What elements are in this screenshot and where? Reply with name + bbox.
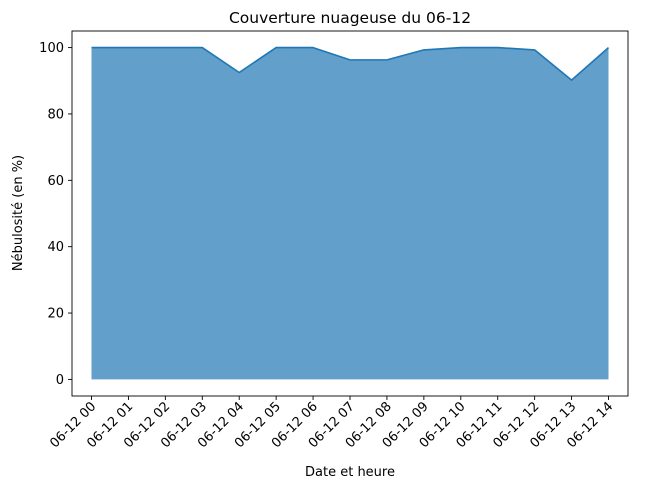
x-axis-label: Date et heure xyxy=(305,465,395,480)
chart-title: Couverture nuageuse du 06-12 xyxy=(229,9,471,27)
area-fill xyxy=(91,47,609,380)
y-axis: 0 20 40 60 80 100 xyxy=(39,41,72,388)
y-tick-label: 40 xyxy=(47,240,64,255)
y-tick-label: 80 xyxy=(47,107,64,122)
plot-area xyxy=(91,46,610,380)
y-tick-label: 60 xyxy=(47,174,64,189)
y-tick-label: 20 xyxy=(47,307,64,322)
series-line xyxy=(91,46,610,81)
y-axis-label: Nébulosité (en %) xyxy=(11,155,26,271)
y-tick-label: 100 xyxy=(39,41,64,56)
y-tick-label: 0 xyxy=(56,373,64,388)
